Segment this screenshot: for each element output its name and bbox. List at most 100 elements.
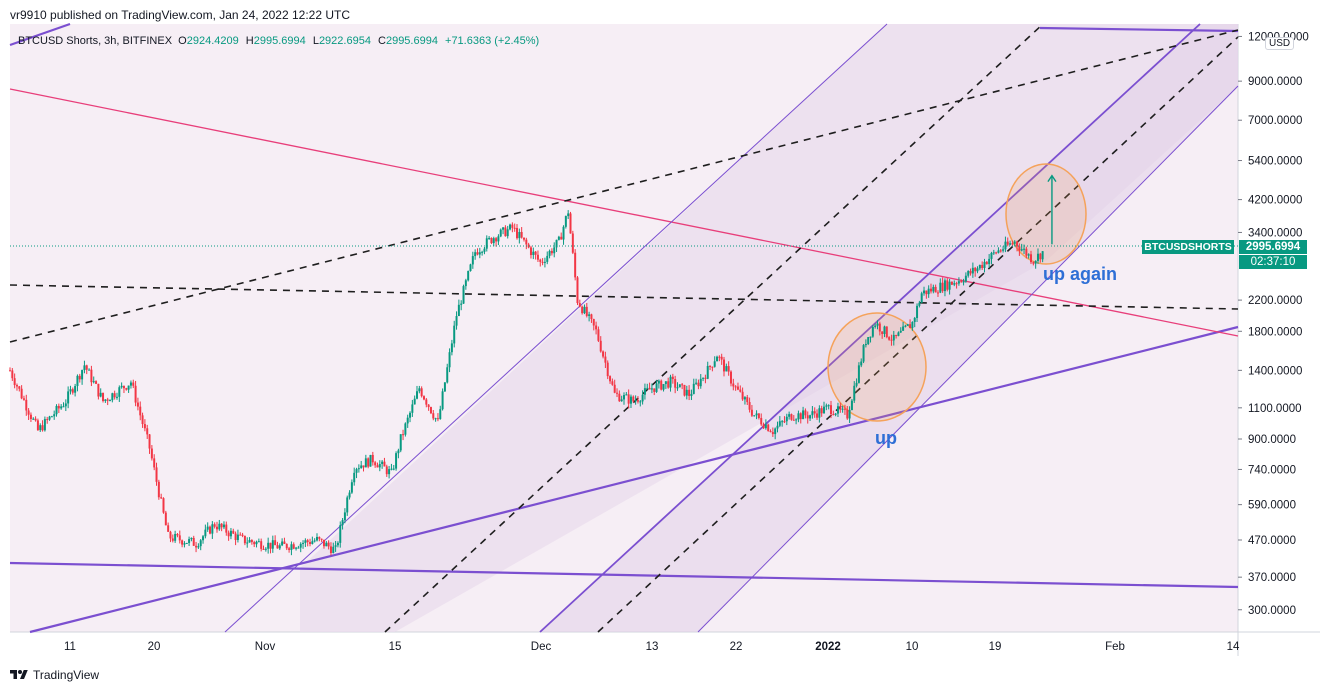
candle-body	[999, 250, 1002, 252]
candle-body	[234, 533, 237, 541]
candle-body	[271, 540, 274, 549]
candle-body	[160, 497, 163, 499]
candle-body	[802, 410, 805, 420]
candle-body	[211, 524, 214, 534]
candle-body	[550, 250, 553, 254]
channel-line-top-flat	[1039, 26, 1239, 33]
candle-body	[671, 376, 674, 380]
candle-body	[955, 283, 958, 285]
candle-body	[495, 238, 498, 242]
candle-body	[122, 385, 125, 389]
price-tick-label: 3400.0000	[1248, 227, 1302, 239]
candle-body	[1002, 249, 1005, 251]
candle-body	[357, 468, 360, 470]
candle-body	[313, 540, 316, 542]
time-tick-label: 19	[989, 641, 1002, 653]
candle-body	[485, 238, 488, 249]
candle-body	[713, 361, 716, 367]
candle-body	[441, 391, 444, 410]
candle-body	[571, 233, 574, 253]
price-axis-area[interactable]	[1238, 24, 1320, 632]
time-axis-area[interactable]	[10, 632, 1320, 656]
candle-body	[864, 343, 867, 346]
candle-body	[925, 290, 928, 295]
candle-body	[434, 418, 437, 420]
open-value: 2924.4209	[186, 35, 239, 47]
channel-line-upper-mid	[539, 23, 1201, 633]
change-value: +71.6363 (+2.45%)	[445, 35, 540, 47]
candle-body	[797, 413, 800, 420]
candle-body	[304, 540, 307, 543]
candle-body	[206, 526, 209, 530]
candle-body	[429, 407, 432, 414]
candle-body	[50, 416, 53, 418]
candle-body	[115, 396, 118, 398]
candle-body	[99, 392, 102, 397]
candle-body	[743, 397, 746, 400]
candle-body	[546, 255, 549, 262]
price-tick-label: 1400.0000	[1248, 365, 1302, 377]
candle-body	[346, 497, 349, 513]
candle-body	[248, 540, 251, 543]
candle-body	[190, 537, 193, 540]
candle-body	[32, 418, 35, 420]
candle-body	[374, 462, 377, 466]
candle-body	[204, 529, 207, 537]
candle-body	[285, 543, 288, 549]
currency-unit-badge[interactable]: USD	[1265, 37, 1295, 50]
candle-body	[855, 382, 858, 386]
candle-body	[97, 383, 100, 397]
candle-body	[969, 270, 972, 274]
candle-body	[902, 326, 905, 331]
candle-body	[118, 387, 121, 397]
candle-body	[709, 365, 712, 367]
candle-body	[260, 541, 263, 549]
candle-body	[620, 399, 623, 402]
candle-body	[569, 213, 572, 234]
candle-body	[739, 389, 742, 392]
candle-body	[869, 336, 872, 338]
candle-body	[674, 379, 677, 388]
candle-body	[981, 264, 984, 268]
candle-body	[816, 413, 819, 418]
candle-body	[257, 541, 260, 543]
candle-body	[734, 386, 737, 388]
candle-body	[478, 252, 481, 255]
candle-body	[199, 540, 202, 547]
candle-body	[516, 227, 519, 239]
price-tick-label: 740.0000	[1248, 464, 1296, 476]
candle-body	[36, 420, 39, 431]
annotation-up-again[interactable]: up again	[1043, 264, 1118, 284]
candle-body	[583, 306, 586, 314]
candle-body	[953, 283, 956, 285]
candle-body	[113, 393, 116, 398]
candle-body	[702, 377, 705, 379]
candle-body	[22, 398, 25, 400]
price-tick-label: 900.0000	[1248, 434, 1296, 446]
footer-brand[interactable]: TradingView	[10, 668, 99, 682]
candle-body	[839, 406, 842, 410]
candle-body	[164, 512, 167, 526]
candle-body	[836, 406, 839, 414]
channel-band-large	[300, 24, 1238, 632]
candle-body	[892, 334, 895, 341]
candle-body	[832, 414, 835, 416]
candle-body	[460, 303, 463, 305]
annotation-up[interactable]: up	[875, 428, 897, 448]
candle-body	[767, 424, 770, 432]
candle-body	[525, 239, 528, 245]
symbol-info[interactable]: BTCUSD Shorts, 3h, BITFINEX	[18, 35, 173, 47]
candle-body	[90, 369, 93, 383]
candle-body	[395, 453, 398, 469]
candle-body	[239, 534, 242, 536]
candle-body	[697, 382, 700, 387]
candle-body	[911, 322, 914, 329]
candle-body	[618, 393, 621, 402]
candle-body	[685, 389, 688, 396]
candle-body	[692, 383, 695, 394]
candle-body	[850, 400, 853, 411]
candle-body	[222, 524, 225, 528]
candle-body	[74, 386, 77, 393]
candle-body	[220, 523, 223, 528]
